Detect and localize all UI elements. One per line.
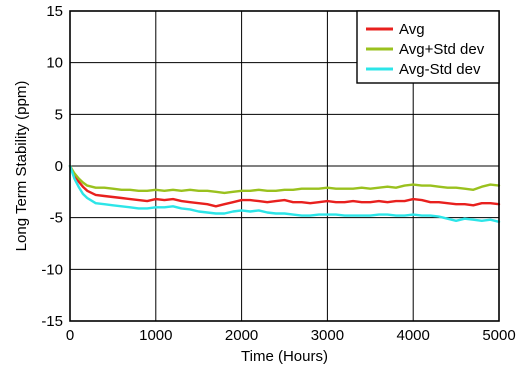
x-tick-label: 1000 [139,327,172,344]
x-tick-label: 4000 [397,327,430,344]
plot-frame [69,10,500,322]
x-tick-label: 3000 [311,327,344,344]
y-tick-label: -15 [41,313,63,330]
legend-label-avg: Avg [399,21,425,38]
series-line-avg [68,164,501,208]
y-tick-label: 15 [46,3,63,20]
legend-box [356,10,500,84]
x-tick-label: 5000 [482,327,515,344]
y-tick-label: 10 [46,55,63,72]
legend-items: Avg Avg+Std dev Avg-Std dev [366,21,485,78]
y-axis-ticks: -15 -10 -5 0 5 10 15 [41,3,63,330]
y-tick-label: -10 [41,261,63,278]
x-tick-label: 0 [66,327,74,344]
series-line-avg-std-dev [68,164,501,195]
x-axis-title: Time (Hours) [241,348,328,365]
series-line-avg-std-dev [68,164,501,224]
x-axis-ticks: 0 1000 2000 3000 4000 5000 [66,327,516,344]
legend: Avg Avg+Std dev Avg-Std dev [356,10,500,84]
x-tick-label: 2000 [225,327,258,344]
y-tick-label: 5 [55,106,63,123]
y-tick-label: -5 [50,210,63,227]
legend-label-avg-std-dev: Avg+Std dev [399,41,485,58]
legend-label-avg-std-dev: Avg-Std dev [399,61,481,78]
series-lines [68,164,501,224]
y-axis-title: Long Term Stability (ppm) [13,81,30,252]
y-tick-label: 0 [55,158,63,175]
